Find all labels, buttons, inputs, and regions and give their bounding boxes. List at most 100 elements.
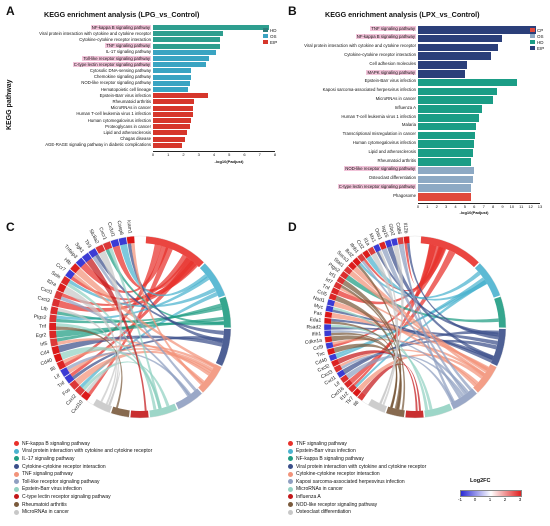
pathway-label-text: Kaposi sarcoma-associated herpesvirus in… <box>322 87 416 93</box>
pathway-label-text: Epstein-Barr virus infection <box>364 78 416 84</box>
chord-ribbon <box>85 362 121 406</box>
legend-item: CP <box>530 27 544 33</box>
pathway-label-text: TNF signaling pathway <box>105 43 151 49</box>
gene-label: Lif <box>333 380 341 388</box>
log2fc-tick: -1 <box>457 497 463 502</box>
legend-item: EIP <box>530 45 544 51</box>
pathway-label-text: Influenza A <box>394 104 416 110</box>
pathway-label: Proteoglycans in cancer <box>14 124 151 130</box>
pathway-label: Lipid and atherosclerosis <box>14 130 151 136</box>
pathway-label: Kaposi sarcoma-associated herpesvirus in… <box>298 87 416 93</box>
bar <box>153 43 221 49</box>
bar <box>418 114 479 122</box>
bar <box>153 99 195 105</box>
x-tick-label: 6 <box>473 204 476 209</box>
pathway-label-text: Toll-like receptor signaling pathway <box>82 55 151 61</box>
gene-label: Cx3cl1 <box>106 221 116 238</box>
gene-label: Myc <box>313 303 324 311</box>
pathway-label: Cytokine-cytokine receptor interaction <box>298 52 416 58</box>
pathway-label: Human cytomegalovirus infection <box>298 140 416 146</box>
gene-sector <box>339 271 349 280</box>
gene-sector <box>49 330 57 339</box>
pathway-label-text: NF-kappa B signaling pathway <box>355 34 416 40</box>
gene-sector <box>367 246 376 256</box>
chord-legend-label: NOD-like receptor signaling pathway <box>296 501 378 508</box>
chord-legend-label: Epstein-Barr virus infection <box>22 486 82 493</box>
chord-legend-dot <box>14 441 19 447</box>
gene-label: Cdkn1a <box>305 338 323 346</box>
chord-legend-label: MicroRNAs in cancer <box>22 509 69 516</box>
pathway-sector <box>93 398 112 413</box>
chord-ribbon <box>63 286 119 406</box>
chord-legend-item: TNF signaling pathway <box>288 440 426 448</box>
bar <box>153 93 208 99</box>
gene-label: Oas1 <box>373 227 383 241</box>
chord-legend-item: Epstein-Barr virus infection <box>14 486 152 494</box>
pathway-label-text: Malaria <box>401 122 416 128</box>
pathway-label-text: IL-17 signaling pathway <box>105 49 151 55</box>
legend-item: HD <box>263 27 277 33</box>
gene-label: Irf7 <box>324 277 333 286</box>
pathway-label: Rheumatoid arthritis <box>14 99 151 105</box>
gene-sector <box>357 253 366 263</box>
legend-item: HD <box>530 39 544 45</box>
gene-label: Tnc <box>316 351 326 359</box>
bar <box>153 25 269 30</box>
panel-b-title: KEGG enrichment analysis (LPX_vs_Control… <box>325 10 480 19</box>
legend-swatch <box>530 34 535 38</box>
gene-sector <box>49 338 58 347</box>
pathway-sector <box>420 236 479 268</box>
chord-legend-dot <box>288 464 293 470</box>
chord-outer-ring <box>323 235 507 419</box>
legend-label: EIP <box>270 39 278 45</box>
gene-label: Cxcl1 <box>40 286 54 296</box>
chord-ribbon <box>345 275 499 323</box>
chord-legend-dot <box>288 494 293 500</box>
bar <box>153 124 190 130</box>
gene-label: Cxcr1 <box>97 227 107 242</box>
gene-label: Il1r2 <box>339 391 350 402</box>
x-tick-label: 2 <box>435 204 438 209</box>
panel-a-title: KEGG enrichment analysis (LPG_vs_Control… <box>44 10 200 19</box>
chord-ribbon <box>332 338 485 377</box>
chord-ribbon <box>342 280 406 411</box>
pathway-label: Chagas disease <box>14 136 151 142</box>
chord-legend-label: Rheumatoid arthritis <box>22 501 67 508</box>
pathway-sector <box>474 263 501 298</box>
chord-ribbon <box>105 248 224 325</box>
bar <box>418 149 474 157</box>
legend-item: EIP <box>263 39 277 45</box>
pathway-sector <box>149 403 178 418</box>
panel-d-log2fc-colorbar <box>460 490 522 497</box>
x-tick-label: 4 <box>212 152 216 157</box>
bar <box>153 105 193 111</box>
chord-legend-dot <box>14 502 19 508</box>
bar <box>153 49 216 55</box>
pathway-label-text: Epstein-Barr virus infection <box>99 92 151 98</box>
bar <box>418 78 517 87</box>
gene-sector <box>51 345 60 355</box>
gene-sector <box>56 283 67 293</box>
chord-ribbon <box>74 350 212 386</box>
gene-sector <box>328 353 338 362</box>
pathway-label: Human T-cell leukemia virus 1 infection <box>14 111 151 117</box>
x-tick-label: 1 <box>167 152 170 157</box>
pathway-label-text: Osteoclast differentiation <box>368 175 416 181</box>
panel-d-legend: TNF signaling pathway Epstein-Barr virus … <box>288 440 426 516</box>
chord-legend-label: TNF signaling pathway <box>296 440 347 447</box>
gene-label: Cd4 <box>40 349 51 357</box>
x-tick-label: 10 <box>509 204 515 209</box>
chord-legend-label: Epstein-Barr virus infection <box>296 448 356 455</box>
gene-sector <box>324 317 332 324</box>
gene-sector <box>330 287 340 296</box>
chord-legend-label: IL-17 signaling pathway <box>22 455 75 462</box>
gene-sector <box>126 236 135 244</box>
chord-ribbon <box>357 354 484 392</box>
gene-sector <box>102 241 113 251</box>
bar <box>418 61 467 69</box>
x-tick-label: 5 <box>228 152 231 157</box>
gene-sector <box>378 241 387 250</box>
bar <box>418 43 498 52</box>
chord-legend-label: Cytokine-cytokine receptor interaction <box>22 463 106 470</box>
gene-sector <box>362 249 371 259</box>
